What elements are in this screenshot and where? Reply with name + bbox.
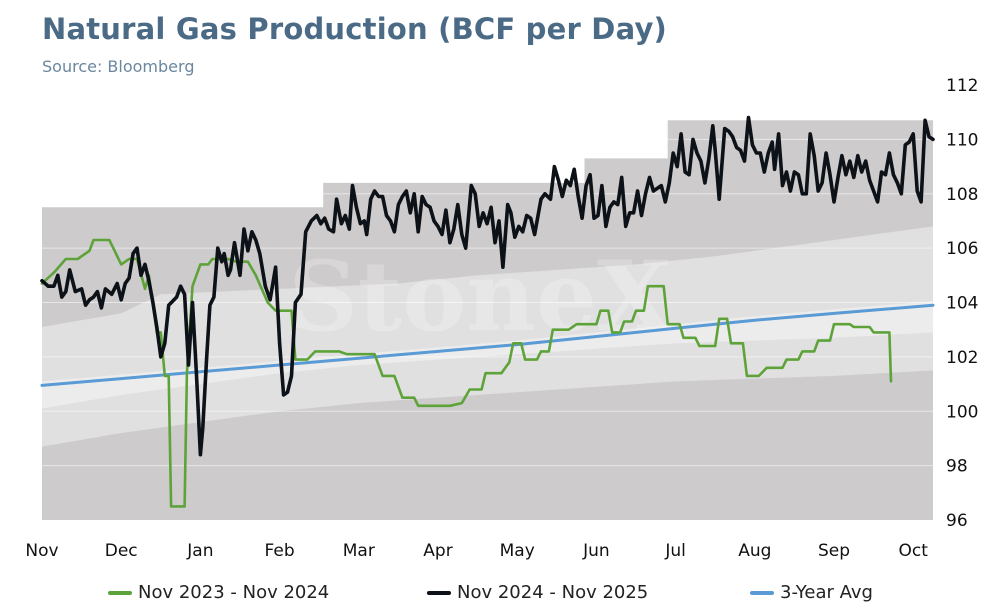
x-axis: Nov Dec Jan Feb Mar Apr May Jun Jul Aug Sep Oct — [25, 541, 928, 561]
x-tick-label-jul: Jul — [664, 541, 686, 561]
y-tick-label-108: 108 — [946, 185, 978, 205]
x-tick-label-jun: Jun — [582, 541, 610, 561]
y-tick-label-110: 110 — [946, 130, 978, 150]
y-tick-label-106: 106 — [946, 239, 978, 259]
x-tick-label-aug: Aug — [738, 541, 771, 561]
x-tick-label-mar: Mar — [343, 541, 375, 561]
range-bands — [42, 120, 933, 521]
y-tick-label-102: 102 — [946, 348, 978, 368]
legend-item-avg: 3-Year Avg — [750, 582, 873, 603]
legend-label-2324: Nov 2023 - Nov 2024 — [138, 582, 330, 603]
legend-swatch-green — [108, 590, 132, 595]
chart-title: Natural Gas Production (BCF per Day) — [42, 12, 668, 46]
x-tick-label-sep: Sep — [818, 541, 850, 561]
legend-item-2425: Nov 2024 - Nov 2025 — [427, 582, 648, 603]
series-lines — [40, 115, 935, 508]
legend-item-2324: Nov 2023 - Nov 2024 — [108, 582, 329, 603]
legend-label-avg: 3-Year Avg — [780, 582, 873, 603]
band-core-range — [42, 301, 933, 409]
y-axis: 96 98 100 102 104 106 108 110 112 — [946, 76, 978, 531]
x-tick-label-apr: Apr — [423, 541, 452, 561]
legend-swatch-blue — [750, 590, 774, 595]
chart-subtitle: Source: Bloomberg — [42, 57, 195, 76]
legend-label-2425: Nov 2024 - Nov 2025 — [457, 582, 649, 603]
band-inner-range — [42, 226, 933, 447]
x-tick-label-oct: Oct — [898, 541, 928, 561]
legend-swatch-black — [427, 590, 451, 595]
x-tick-label-may: May — [500, 541, 535, 561]
y-tick-label-104: 104 — [946, 294, 978, 314]
chart-svg: StoneX Nov Dec Jan Feb Mar Apr May Jun Jul Aug Sep… — [25, 76, 978, 561]
x-tick-label-dec: Dec — [105, 541, 138, 561]
series-line-nov2024-nov2025 — [40, 115, 935, 457]
series-line-nov2023-nov2024 — [40, 238, 893, 508]
y-tick-label-98: 98 — [946, 457, 968, 477]
x-tick-label-nov: Nov — [25, 541, 58, 561]
y-tick-label-96: 96 — [946, 511, 968, 531]
x-tick-label-feb: Feb — [265, 541, 295, 561]
x-tick-label-jan: Jan — [186, 541, 213, 561]
y-tick-label-100: 100 — [946, 402, 978, 422]
y-tick-label-112: 112 — [946, 76, 978, 96]
